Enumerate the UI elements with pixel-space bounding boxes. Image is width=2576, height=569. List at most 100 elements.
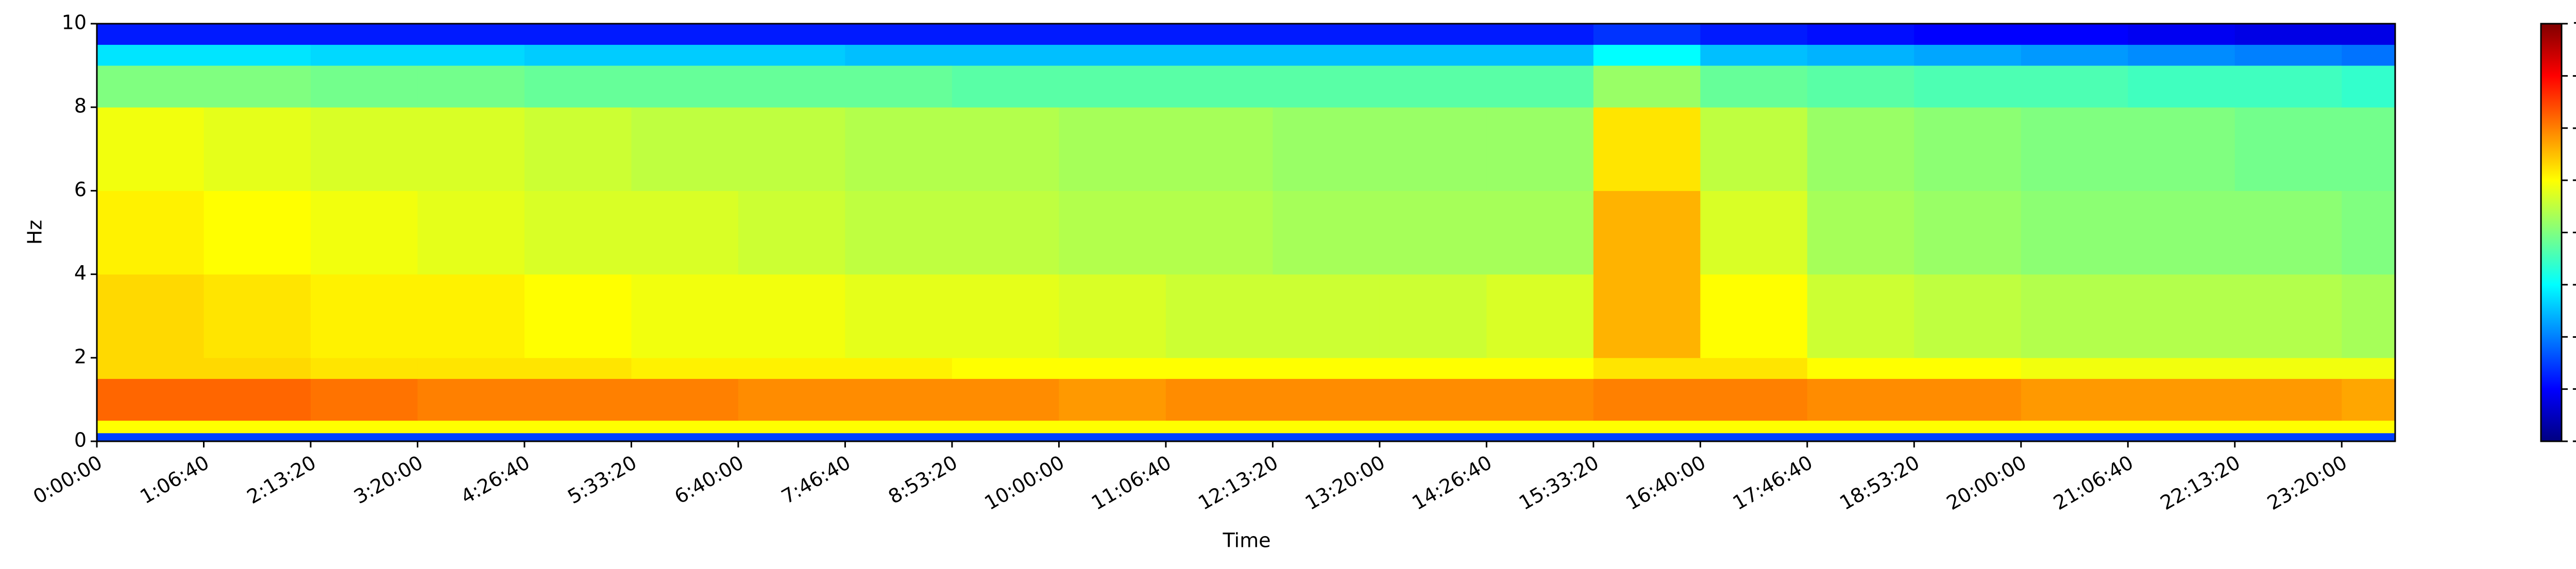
x-tick-label: 17:46:40	[1729, 451, 1817, 514]
colorbar-tick-label: -70 dB	[2572, 376, 2576, 399]
heatmap-cell	[631, 420, 739, 434]
x-axis-label: Time	[1223, 529, 1271, 552]
y-tick-label: 6	[74, 178, 87, 201]
heatmap-cell	[845, 24, 953, 45]
heatmap-cell	[738, 65, 845, 108]
heatmap-cell	[1593, 65, 1701, 108]
heatmap-cell	[1700, 65, 1808, 108]
heatmap-cell	[417, 24, 525, 45]
heatmap-cell	[2342, 107, 2396, 191]
heatmap-cell	[97, 44, 204, 66]
heatmap-cell	[1807, 274, 1914, 358]
heatmap-cell	[1059, 24, 1166, 45]
heatmap-cell	[952, 378, 1059, 421]
heatmap-cell	[1486, 357, 1594, 379]
heatmap-cell	[2234, 65, 2342, 108]
heatmap-cell	[631, 378, 739, 421]
heatmap-cell	[97, 191, 204, 275]
heatmap-cell	[1165, 65, 1273, 108]
heatmap-cell	[1273, 433, 1380, 442]
heatmap-cell	[2021, 357, 2128, 379]
y-tick-label: 4	[74, 262, 87, 284]
heatmap-cell	[2234, 433, 2342, 442]
heatmap-cell	[204, 44, 311, 66]
heatmap-cell	[97, 65, 204, 108]
heatmap-cell	[631, 191, 739, 275]
heatmap-cell	[1593, 191, 1701, 275]
heatmap-cell	[2342, 274, 2396, 358]
heatmap-cell	[1379, 433, 1487, 442]
heatmap-cell	[1165, 274, 1273, 358]
heatmap-cell	[631, 107, 739, 191]
heatmap-cell	[952, 433, 1059, 442]
colorbar-tick-label: -50 dB	[2572, 272, 2576, 295]
heatmap-cell	[1700, 433, 1808, 442]
heatmap-cell	[1700, 191, 1808, 275]
heatmap-cell	[1914, 24, 2022, 45]
heatmap-cell	[2021, 65, 2128, 108]
heatmap-cell	[1807, 378, 1914, 421]
colorbar	[2540, 23, 2563, 442]
heatmap-cell	[2342, 433, 2396, 442]
heatmap-cell	[524, 420, 632, 434]
heatmap-cell	[1914, 420, 2022, 434]
x-tick-label: 13:20:00	[1301, 451, 1389, 514]
heatmap-cell	[1379, 274, 1487, 358]
heatmap-cell	[1700, 44, 1808, 66]
x-tick-label: 22:13:20	[2157, 451, 2244, 514]
x-tick-label: 0:00:00	[29, 451, 106, 508]
heatmap-cell	[2128, 274, 2235, 358]
heatmap-cell	[845, 420, 953, 434]
heatmap-cell	[310, 420, 418, 434]
heatmap-cell	[310, 24, 418, 45]
y-tick-label: 8	[74, 95, 87, 117]
heatmap-cell	[1807, 433, 1914, 442]
heatmap-cell	[524, 357, 632, 379]
heatmap-cell	[1379, 24, 1487, 45]
heatmap-cell	[738, 24, 845, 45]
heatmap-cell	[2128, 357, 2235, 379]
heatmap-cell	[310, 191, 418, 275]
heatmap-cell	[952, 44, 1059, 66]
heatmap-cell	[204, 357, 311, 379]
heatmap-cell	[1273, 107, 1380, 191]
heatmap-cell	[1807, 420, 1914, 434]
x-tick-label: 15:33:20	[1515, 451, 1603, 514]
heatmap-cell	[1165, 107, 1273, 191]
x-tick-label: 12:13:20	[1194, 451, 1282, 514]
heatmap-cell	[2128, 420, 2235, 434]
heatmap-cell	[2234, 107, 2342, 191]
heatmap-cell	[2128, 44, 2235, 66]
heatmap-cell	[2021, 44, 2128, 66]
heatmap-cell	[631, 44, 739, 66]
heatmap-cell	[1914, 274, 2022, 358]
heatmap-cell	[1165, 191, 1273, 275]
heatmap-cell	[1059, 433, 1166, 442]
heatmap-cell	[952, 274, 1059, 358]
heatmap-cell	[2342, 357, 2396, 379]
heatmap-cell	[2342, 24, 2396, 45]
heatmap-cell	[1379, 378, 1487, 421]
heatmap-cell	[1273, 357, 1380, 379]
y-tick-label: 0	[74, 429, 87, 452]
heatmap-cell	[1593, 44, 1701, 66]
heatmap-cell	[2342, 420, 2396, 434]
heatmap-cell	[2234, 24, 2342, 45]
heatmap-cell	[2234, 378, 2342, 421]
heatmap-cell	[631, 65, 739, 108]
heatmap-cell	[845, 191, 953, 275]
heatmap-cell	[1486, 191, 1594, 275]
heatmap-cell	[738, 357, 845, 379]
heatmap-cell	[204, 65, 311, 108]
heatmap-cell	[2234, 274, 2342, 358]
heatmap-cell	[417, 420, 525, 434]
heatmap-cell	[2128, 433, 2235, 442]
heatmap-cell	[417, 274, 525, 358]
heatmap-cell	[204, 274, 311, 358]
colorbar-tick-label: -80 dB	[2572, 429, 2576, 452]
heatmap-cell	[1379, 44, 1487, 66]
heatmap-cell	[204, 191, 311, 275]
x-tick-label: 2:13:20	[243, 451, 320, 508]
x-tick-label: 8:53:20	[885, 451, 961, 508]
